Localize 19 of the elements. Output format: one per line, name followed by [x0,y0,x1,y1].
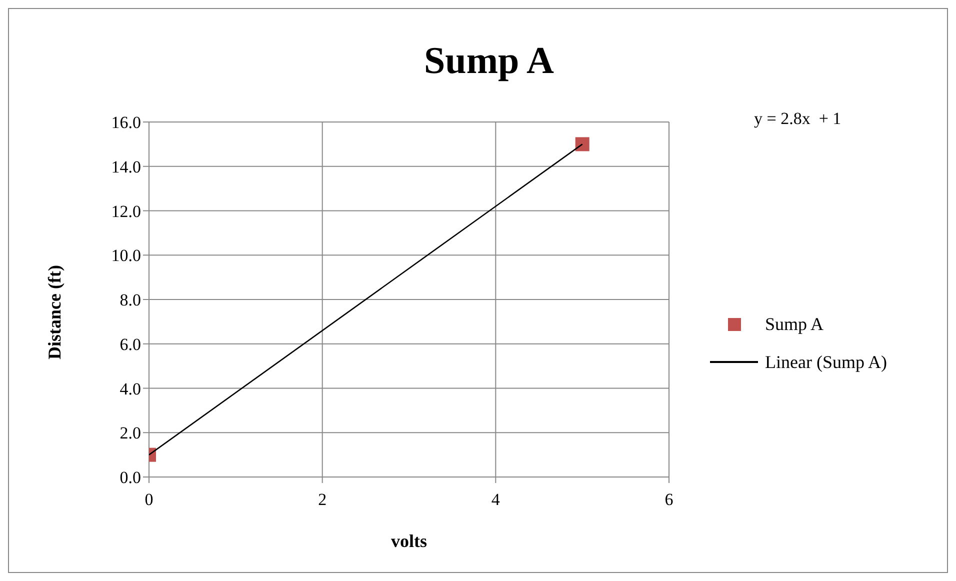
legend-label: Sump A [765,314,824,334]
y-tick-label: 6.0 [120,334,141,354]
x-tick-label: 2 [318,490,327,510]
y-tick-label: 16.0 [111,113,141,132]
y-tick-label: 4.0 [120,379,141,398]
y-tick-label: 14.0 [111,157,141,176]
legend-label: Linear (Sump A) [765,352,887,372]
chart-title: Sump A [423,39,555,83]
x-tick-label: 4 [491,490,500,510]
x-tick-label: 0 [144,490,154,510]
y-axis-title: Distance (ft) [44,265,64,360]
y-tick-label: 10.0 [111,246,141,266]
y-tick-label: 12.0 [111,202,141,221]
x-tick-label: 6 [664,490,674,510]
y-tick-label: 0.0 [120,468,141,488]
y-tick-label: 2.0 [120,424,141,443]
x-axis-title: volts [391,531,427,551]
text: y = 2.8x + 1 [754,109,842,129]
y-tick-label: 8.0 [120,290,141,310]
